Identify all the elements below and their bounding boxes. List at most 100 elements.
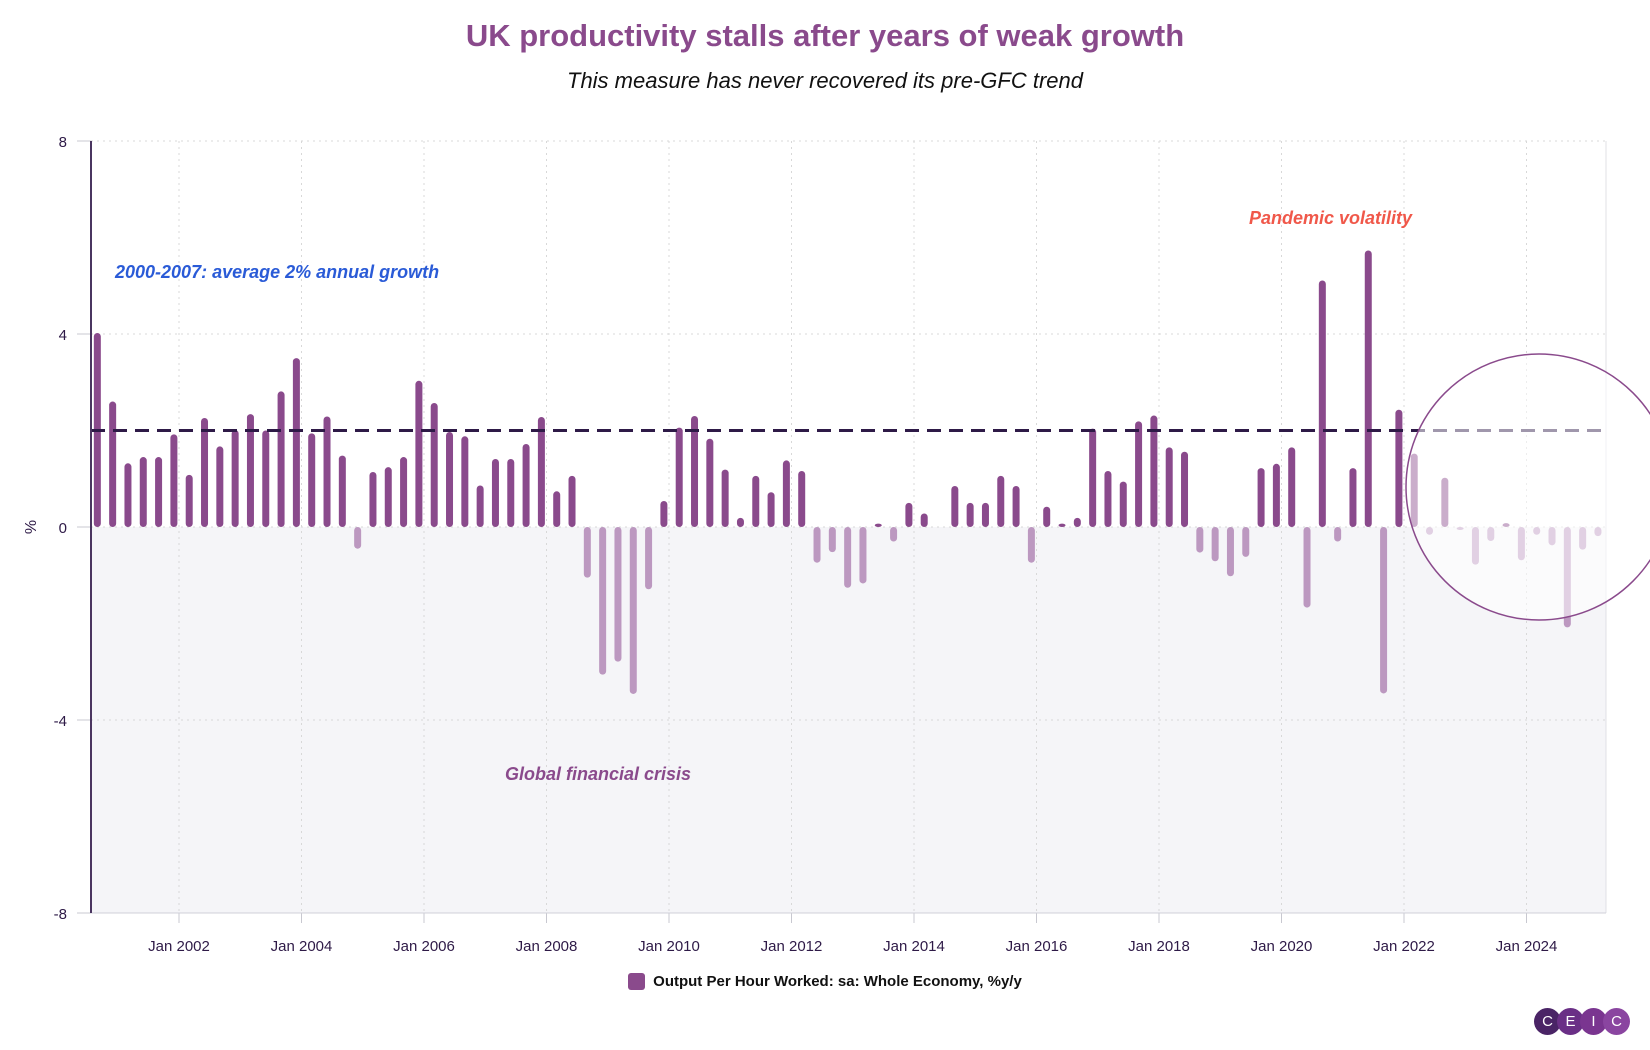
bar — [369, 471, 377, 527]
bar — [691, 416, 699, 527]
y-tick-label: 0 — [59, 520, 67, 537]
bar — [736, 517, 744, 527]
legend-swatch — [628, 973, 646, 990]
bar — [997, 475, 1005, 527]
logo-letter: C — [1534, 1008, 1561, 1035]
bar — [1027, 527, 1035, 563]
bar — [354, 527, 362, 549]
bar — [614, 527, 622, 662]
bar — [185, 474, 193, 527]
bar — [323, 416, 331, 527]
bar — [446, 431, 454, 527]
bar — [400, 457, 408, 527]
annotation-pandemic: Pandemic volatility — [1249, 208, 1413, 228]
x-tick-label: Jan 2010 — [638, 938, 700, 955]
chart-title: UK productivity stalls after years of we… — [465, 18, 1185, 53]
x-tick-label: Jan 2012 — [761, 938, 823, 955]
bar — [981, 502, 989, 527]
logo-letter: E — [1557, 1008, 1584, 1035]
bar — [966, 502, 974, 527]
bar — [1226, 527, 1234, 577]
bar — [1303, 527, 1311, 608]
bar — [1073, 517, 1081, 527]
bar — [262, 430, 270, 527]
bar — [798, 471, 806, 527]
bar — [782, 460, 790, 527]
bar — [920, 513, 928, 527]
bar — [553, 491, 561, 527]
y-axis-label: % — [23, 520, 40, 534]
x-tick-label: Jan 2024 — [1496, 938, 1558, 955]
bar — [675, 427, 683, 527]
bar — [1364, 250, 1372, 527]
annotation-gfc: Global financial crisis — [505, 764, 692, 784]
bar — [476, 485, 484, 527]
x-tick-label: Jan 2002 — [148, 938, 210, 955]
bar — [537, 416, 545, 527]
bar — [1272, 463, 1280, 527]
bar — [415, 380, 423, 527]
bar — [1043, 506, 1051, 527]
bar — [874, 523, 882, 527]
bar — [629, 527, 637, 694]
bar — [1395, 409, 1403, 527]
bar — [721, 469, 729, 527]
bar — [201, 417, 209, 527]
bar — [1257, 468, 1265, 527]
ceic-logo: C E I C — [1534, 1008, 1630, 1035]
bar — [1318, 280, 1326, 527]
bar — [1181, 451, 1189, 527]
x-tick-label: Jan 2022 — [1373, 938, 1435, 955]
bar — [522, 444, 530, 527]
x-tick-label: Jan 2020 — [1251, 938, 1313, 955]
bar — [216, 446, 224, 527]
bar — [155, 457, 163, 527]
bar — [890, 527, 898, 542]
bar — [491, 458, 499, 527]
bar — [292, 358, 300, 527]
bar — [338, 455, 346, 527]
bar — [384, 467, 392, 527]
bar — [507, 458, 515, 527]
bar — [1165, 447, 1173, 527]
x-tick-label: Jan 2006 — [393, 938, 455, 955]
x-tick-label: Jan 2018 — [1128, 938, 1190, 955]
bar — [1089, 428, 1097, 527]
bar — [1349, 468, 1357, 527]
chart-subtitle: This measure has never recovered its pre… — [567, 68, 1083, 93]
highlight-circle — [1405, 353, 1650, 621]
bar — [1288, 447, 1296, 527]
bar — [170, 434, 178, 527]
bar — [752, 475, 760, 527]
bar — [905, 502, 913, 527]
bar — [1196, 527, 1204, 553]
bar — [1012, 485, 1020, 527]
bar — [1058, 523, 1066, 527]
bar — [1135, 421, 1143, 527]
bar — [844, 527, 852, 588]
logo-letter: C — [1603, 1008, 1630, 1035]
x-tick-label: Jan 2016 — [1006, 938, 1068, 955]
bar — [645, 527, 653, 590]
legend: Output Per Hour Worked: sa: Whole Econom… — [0, 973, 1650, 990]
y-tick-label: -4 — [54, 713, 67, 730]
bar — [599, 527, 607, 675]
y-tick-label: 4 — [59, 327, 67, 344]
bar — [430, 402, 438, 527]
bar — [859, 527, 867, 584]
bar — [1150, 415, 1158, 527]
x-tick-label: Jan 2004 — [271, 938, 333, 955]
bar — [828, 527, 836, 553]
bar — [246, 414, 254, 527]
bar — [139, 457, 147, 527]
bar — [308, 433, 316, 527]
bar — [951, 485, 959, 527]
bar — [1104, 471, 1112, 527]
x-tick-label: Jan 2014 — [883, 938, 945, 955]
bar — [1242, 527, 1250, 557]
bar — [109, 401, 117, 527]
x-tick-label: Jan 2008 — [516, 938, 578, 955]
bar — [660, 500, 668, 527]
bar — [813, 527, 821, 563]
